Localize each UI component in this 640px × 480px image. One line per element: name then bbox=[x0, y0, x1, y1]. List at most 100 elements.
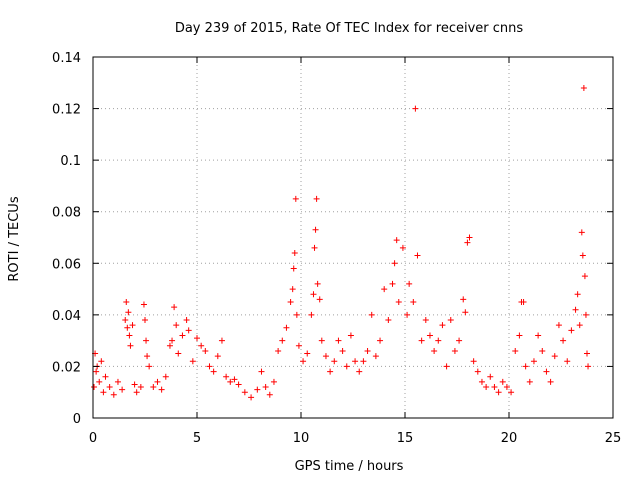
data-point bbox=[143, 337, 150, 344]
data-point bbox=[202, 347, 209, 354]
data-point bbox=[125, 309, 132, 316]
data-point bbox=[499, 378, 506, 385]
data-point bbox=[142, 317, 148, 324]
data-point bbox=[218, 337, 225, 344]
data-point bbox=[189, 358, 196, 365]
y-tick-label: 0.14 bbox=[52, 51, 81, 66]
data-point bbox=[231, 376, 238, 383]
data-point bbox=[185, 327, 192, 334]
y-tick-label: 0.1 bbox=[60, 154, 81, 169]
data-point bbox=[162, 373, 169, 380]
data-point bbox=[547, 378, 554, 385]
data-point bbox=[503, 384, 510, 391]
x-tick-label: 10 bbox=[293, 431, 310, 446]
data-point bbox=[422, 317, 429, 324]
data-point bbox=[456, 337, 463, 344]
data-point bbox=[154, 378, 161, 385]
data-point bbox=[140, 301, 147, 308]
data-point bbox=[412, 105, 419, 112]
data-point bbox=[414, 252, 421, 259]
data-point bbox=[520, 298, 527, 305]
data-point bbox=[311, 244, 318, 251]
data-point bbox=[572, 306, 579, 313]
data-point bbox=[372, 353, 379, 360]
data-point bbox=[395, 298, 402, 305]
data-point bbox=[539, 347, 546, 354]
data-point bbox=[551, 353, 558, 360]
data-point bbox=[431, 347, 438, 354]
data-point bbox=[179, 332, 186, 339]
data-point bbox=[574, 291, 581, 298]
data-point bbox=[122, 317, 129, 324]
data-point bbox=[331, 358, 338, 365]
data-point bbox=[578, 229, 585, 236]
chart-title: Day 239 of 2015, Rate Of TEC Index for r… bbox=[175, 21, 524, 36]
data-point bbox=[555, 322, 562, 329]
data-point bbox=[100, 389, 107, 396]
data-point bbox=[241, 389, 248, 396]
data-point bbox=[576, 322, 583, 329]
data-point bbox=[327, 368, 334, 375]
data-point bbox=[543, 368, 550, 375]
y-tick-label: 0.08 bbox=[52, 206, 81, 221]
data-point bbox=[560, 337, 567, 344]
data-point bbox=[582, 311, 589, 318]
data-point bbox=[133, 389, 140, 396]
data-point bbox=[399, 244, 406, 251]
data-point bbox=[368, 311, 375, 318]
y-axis-label: ROTI / TECUs bbox=[7, 196, 22, 281]
data-point bbox=[462, 309, 469, 316]
data-point bbox=[478, 378, 485, 385]
data-point bbox=[254, 386, 261, 393]
data-point bbox=[175, 350, 182, 357]
data-point bbox=[443, 363, 450, 370]
data-point bbox=[516, 332, 523, 339]
data-point bbox=[96, 378, 103, 385]
data-point bbox=[508, 389, 515, 396]
data-point bbox=[335, 337, 342, 344]
data-point bbox=[279, 337, 286, 344]
data-point bbox=[512, 347, 519, 354]
data-point bbox=[310, 291, 317, 298]
grid-lines bbox=[93, 57, 613, 418]
data-point bbox=[360, 358, 367, 365]
data-point bbox=[356, 368, 363, 375]
x-tick-labels: 0 5 10 15 20 25 bbox=[89, 431, 621, 446]
data-point bbox=[522, 363, 529, 370]
data-point bbox=[313, 195, 320, 202]
data-point bbox=[491, 384, 498, 391]
data-point bbox=[389, 280, 396, 287]
x-tick-label: 0 bbox=[89, 431, 97, 446]
data-point bbox=[393, 237, 400, 244]
data-point bbox=[564, 358, 571, 365]
data-point bbox=[581, 273, 588, 280]
data-point bbox=[439, 322, 446, 329]
data-point bbox=[131, 381, 138, 388]
data-point bbox=[426, 332, 433, 339]
data-point bbox=[404, 311, 411, 318]
data-point bbox=[150, 384, 157, 391]
data-point bbox=[114, 378, 121, 385]
y-tick-label: 0 bbox=[73, 412, 81, 427]
data-point bbox=[308, 311, 315, 318]
data-point bbox=[312, 226, 319, 233]
data-point bbox=[262, 384, 269, 391]
data-point bbox=[530, 358, 537, 365]
data-point bbox=[470, 358, 477, 365]
data-point bbox=[435, 337, 442, 344]
data-point bbox=[585, 363, 592, 370]
data-point bbox=[287, 298, 294, 305]
data-point bbox=[579, 252, 586, 259]
data-point bbox=[314, 280, 321, 287]
data-point bbox=[171, 304, 178, 311]
data-point bbox=[124, 324, 131, 331]
data-point bbox=[418, 337, 425, 344]
data-point bbox=[206, 363, 213, 370]
x-tick-label: 15 bbox=[397, 431, 414, 446]
data-point bbox=[102, 373, 109, 380]
data-point bbox=[406, 280, 413, 287]
data-point bbox=[93, 368, 100, 375]
x-tick-label: 25 bbox=[605, 431, 622, 446]
data-point bbox=[322, 353, 329, 360]
data-point bbox=[91, 384, 98, 391]
